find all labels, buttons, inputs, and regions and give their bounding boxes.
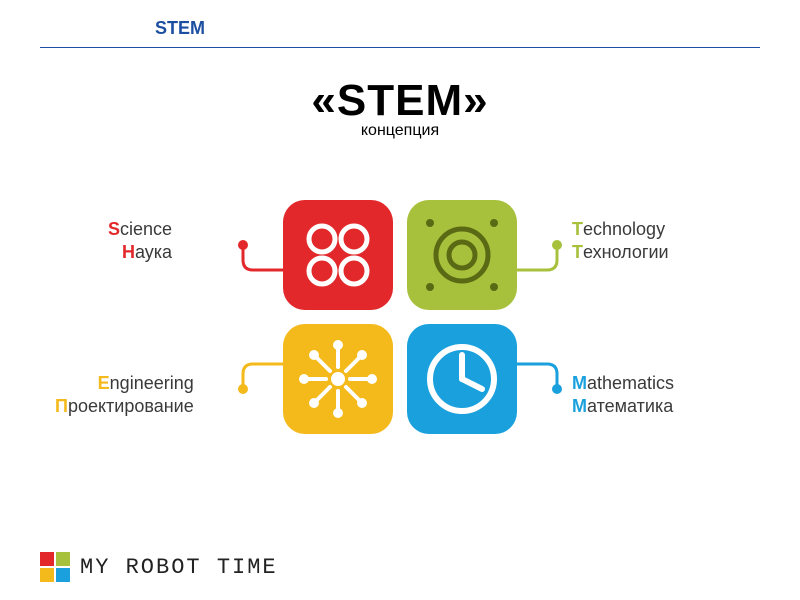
circuit-icon [296, 337, 380, 421]
footer-logo-icon [40, 552, 70, 582]
subtitle: концепция [0, 122, 800, 140]
tile-technology [407, 200, 517, 310]
header-label: STEM [0, 0, 800, 47]
label-mathematics: Mathematics Математика [572, 372, 674, 417]
tile-engineering [283, 324, 393, 434]
title-block: «STEM» концепция [0, 76, 800, 140]
stem-diagram: Science Наука Technology Технологии Engi… [0, 160, 800, 500]
connector-dot-engineering [238, 384, 248, 394]
label-engineering: Engineering Проектирование [55, 372, 194, 417]
connector-dot-science [238, 240, 248, 250]
connector-dot-technology [552, 240, 562, 250]
label-technology: Technology Технологии [572, 218, 669, 263]
target-icon [420, 213, 504, 297]
connector-dot-mathematics [552, 384, 562, 394]
connector-engineering [198, 344, 288, 404]
main-title: «STEM» [0, 76, 800, 126]
footer: MY ROBOT TIME [40, 552, 278, 582]
four-circles-icon [298, 215, 378, 295]
clock-icon [422, 339, 502, 419]
tile-science [283, 200, 393, 310]
footer-text: MY ROBOT TIME [80, 555, 278, 580]
tile-mathematics [407, 324, 517, 434]
connector-science [198, 230, 288, 290]
label-science: Science Наука [108, 218, 172, 263]
header-rule [40, 47, 760, 48]
